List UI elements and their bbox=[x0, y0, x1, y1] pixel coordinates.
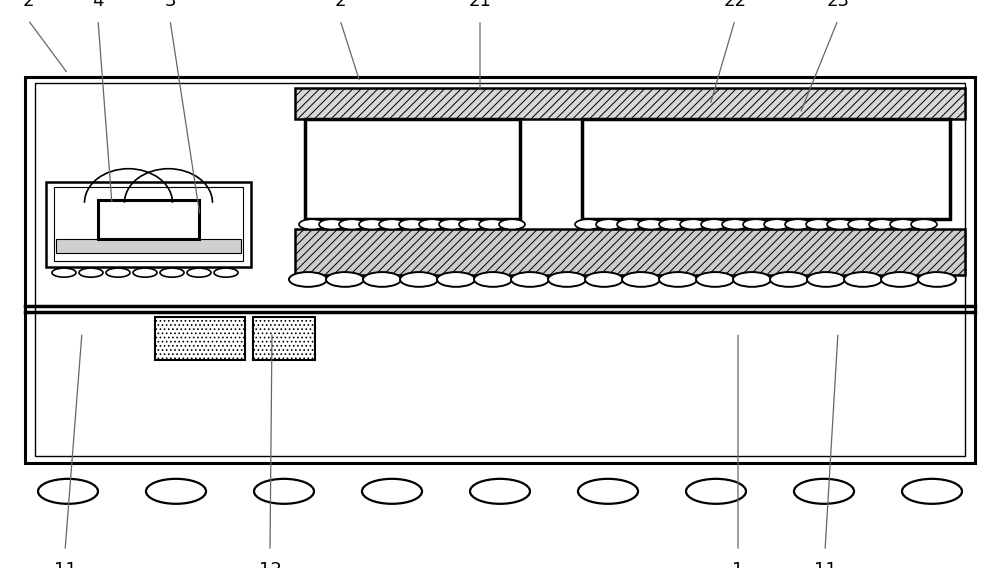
Text: 11: 11 bbox=[54, 561, 76, 568]
Ellipse shape bbox=[319, 219, 345, 229]
Text: 22: 22 bbox=[724, 0, 746, 10]
Ellipse shape bbox=[585, 272, 623, 287]
Ellipse shape bbox=[881, 272, 919, 287]
Text: 2: 2 bbox=[22, 0, 34, 10]
Ellipse shape bbox=[806, 219, 832, 229]
Ellipse shape bbox=[575, 219, 601, 229]
Text: 2: 2 bbox=[334, 0, 346, 10]
Bar bbox=[54, 187, 243, 261]
Bar bbox=[35, 83, 965, 456]
Ellipse shape bbox=[52, 268, 76, 277]
Ellipse shape bbox=[622, 272, 660, 287]
Ellipse shape bbox=[400, 272, 438, 287]
Bar bbox=[25, 77, 975, 463]
Text: 4: 4 bbox=[92, 0, 104, 10]
Ellipse shape bbox=[701, 219, 727, 229]
Ellipse shape bbox=[638, 219, 664, 229]
Ellipse shape bbox=[479, 219, 505, 229]
Ellipse shape bbox=[890, 219, 916, 229]
Bar bbox=[295, 88, 965, 119]
Ellipse shape bbox=[160, 268, 184, 277]
Ellipse shape bbox=[499, 219, 525, 229]
Ellipse shape bbox=[79, 268, 103, 277]
Ellipse shape bbox=[419, 219, 445, 229]
Ellipse shape bbox=[474, 272, 512, 287]
Ellipse shape bbox=[470, 479, 530, 504]
Ellipse shape bbox=[146, 479, 206, 504]
Ellipse shape bbox=[459, 219, 485, 229]
Text: 23: 23 bbox=[826, 0, 850, 10]
Ellipse shape bbox=[359, 219, 385, 229]
Ellipse shape bbox=[869, 219, 895, 229]
Ellipse shape bbox=[722, 219, 748, 229]
Ellipse shape bbox=[696, 272, 734, 287]
Ellipse shape bbox=[326, 272, 364, 287]
Ellipse shape bbox=[362, 479, 422, 504]
Ellipse shape bbox=[844, 272, 882, 287]
Ellipse shape bbox=[299, 219, 325, 229]
Ellipse shape bbox=[548, 272, 586, 287]
Text: 1: 1 bbox=[732, 561, 744, 568]
Ellipse shape bbox=[339, 219, 365, 229]
Bar bbox=[253, 317, 315, 360]
Ellipse shape bbox=[38, 479, 98, 504]
Ellipse shape bbox=[743, 219, 769, 229]
Ellipse shape bbox=[363, 272, 401, 287]
Ellipse shape bbox=[659, 272, 697, 287]
Ellipse shape bbox=[511, 272, 549, 287]
Ellipse shape bbox=[918, 272, 956, 287]
Ellipse shape bbox=[187, 268, 211, 277]
Ellipse shape bbox=[848, 219, 874, 229]
Bar bbox=[46, 182, 251, 267]
Ellipse shape bbox=[596, 219, 622, 229]
Ellipse shape bbox=[439, 219, 465, 229]
Bar bbox=[56, 239, 241, 253]
Ellipse shape bbox=[680, 219, 706, 229]
Ellipse shape bbox=[617, 219, 643, 229]
Text: 12: 12 bbox=[259, 561, 281, 568]
Text: 11: 11 bbox=[814, 561, 836, 568]
Ellipse shape bbox=[807, 272, 845, 287]
Bar bbox=[295, 229, 965, 275]
Ellipse shape bbox=[686, 479, 746, 504]
Ellipse shape bbox=[289, 272, 327, 287]
Ellipse shape bbox=[437, 272, 475, 287]
Ellipse shape bbox=[214, 268, 238, 277]
Ellipse shape bbox=[911, 219, 937, 229]
Bar bbox=[155, 317, 245, 360]
Ellipse shape bbox=[827, 219, 853, 229]
Text: 3: 3 bbox=[164, 0, 176, 10]
Ellipse shape bbox=[764, 219, 790, 229]
Ellipse shape bbox=[578, 479, 638, 504]
Ellipse shape bbox=[902, 479, 962, 504]
Bar bbox=[305, 119, 520, 219]
Ellipse shape bbox=[785, 219, 811, 229]
Ellipse shape bbox=[794, 479, 854, 504]
Ellipse shape bbox=[106, 268, 130, 277]
Ellipse shape bbox=[733, 272, 771, 287]
Bar bbox=[582, 119, 950, 219]
Ellipse shape bbox=[659, 219, 685, 229]
Ellipse shape bbox=[133, 268, 157, 277]
Ellipse shape bbox=[770, 272, 808, 287]
Bar bbox=[98, 200, 198, 239]
Ellipse shape bbox=[379, 219, 405, 229]
Ellipse shape bbox=[254, 479, 314, 504]
Ellipse shape bbox=[399, 219, 425, 229]
Text: 21: 21 bbox=[469, 0, 491, 10]
